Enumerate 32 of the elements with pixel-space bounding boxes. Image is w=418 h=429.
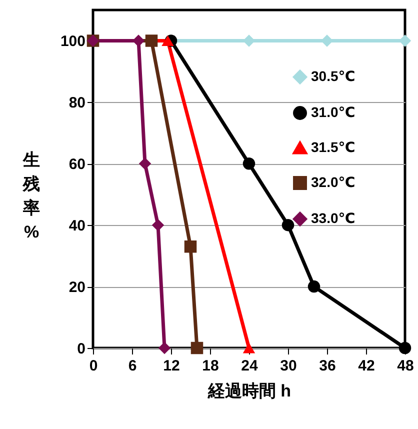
x-tick-label: 0: [89, 358, 98, 374]
legend-label: 33.0℃: [311, 210, 356, 226]
point: [158, 342, 171, 354]
y-tick-label: 100: [60, 33, 86, 50]
point: [242, 158, 256, 170]
y-tick-label: 80: [68, 94, 86, 112]
legend-label: 30.5℃: [311, 68, 356, 84]
x-tick-label: 24: [241, 358, 258, 374]
y-axis-title: 生残率 %: [22, 150, 40, 242]
point: [138, 158, 152, 170]
legend-label: 31.0℃: [311, 104, 356, 120]
point: [282, 218, 294, 232]
x-axis-title: 経過時間 h: [206, 382, 292, 400]
y-tick-label: 40: [68, 218, 86, 235]
x-tick-label: 48: [397, 358, 414, 374]
point: [398, 342, 412, 354]
x-tick-label: 12: [163, 358, 180, 374]
point: [184, 240, 197, 253]
y-tick-label: 20: [68, 279, 86, 296]
x-tick-label: 30: [280, 358, 297, 374]
point: [308, 280, 320, 293]
x-tick-label: 6: [128, 358, 137, 374]
point: [190, 342, 204, 354]
x-tick-label: 36: [319, 358, 336, 374]
y-tick-label: 0: [77, 340, 86, 358]
x-tick-label: 18: [202, 358, 219, 374]
legend-label: 31.5℃: [311, 139, 356, 155]
y-tick-label: 60: [68, 156, 86, 174]
point: [152, 218, 164, 232]
legend-label: 32.0℃: [311, 174, 356, 190]
x-tick-label: 42: [358, 358, 375, 374]
point: [145, 34, 158, 47]
